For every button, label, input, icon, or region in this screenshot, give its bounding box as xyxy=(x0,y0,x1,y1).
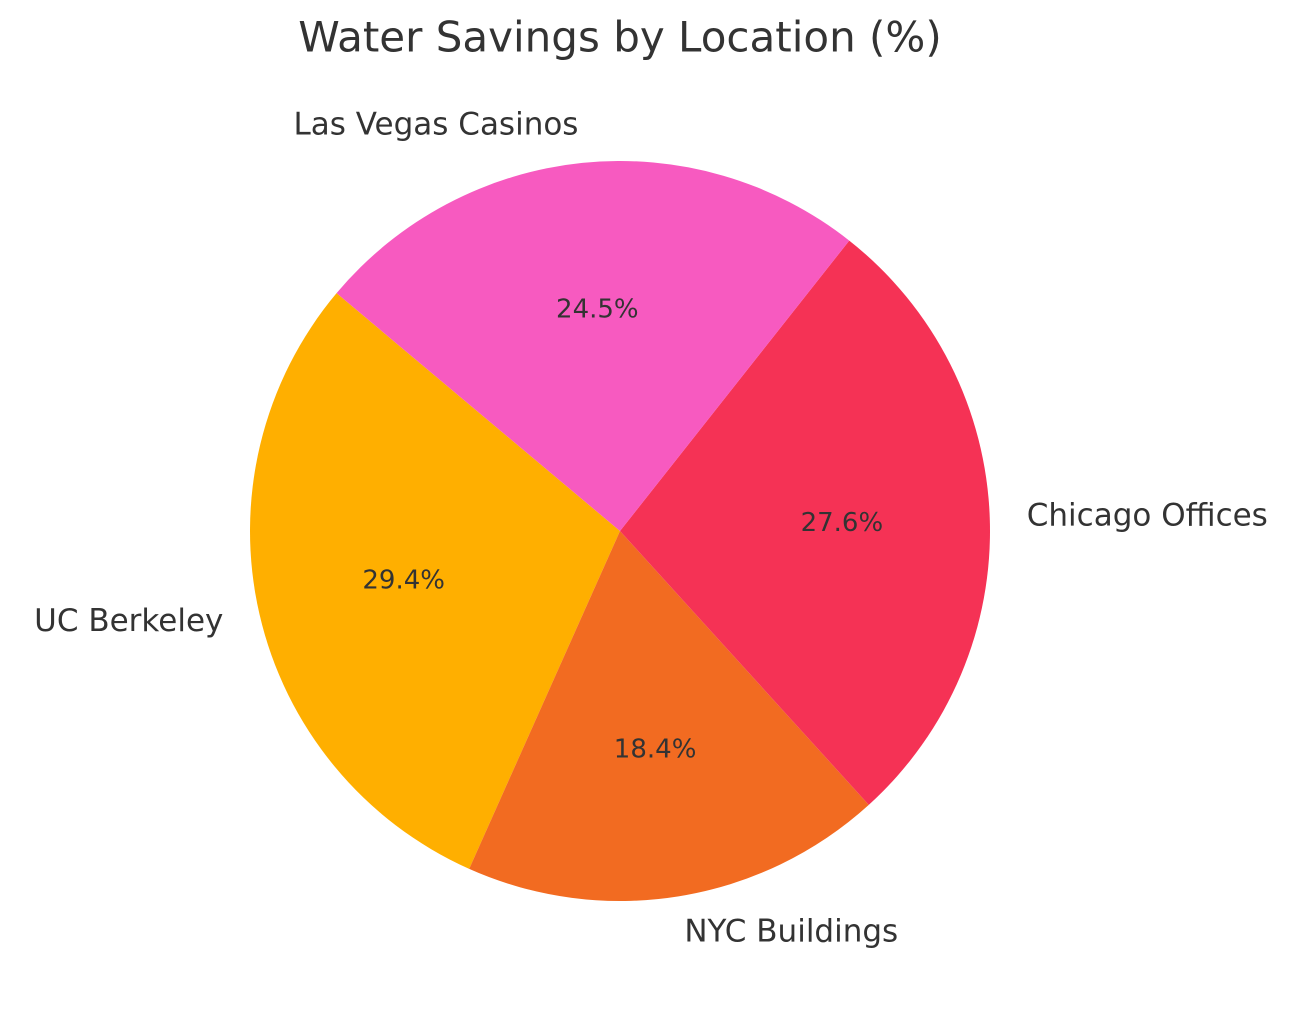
value-label: 27.6% xyxy=(801,508,884,538)
value-label: 24.5% xyxy=(556,295,639,325)
value-label: 18.4% xyxy=(614,735,697,765)
slice-label: NYC Buildings xyxy=(684,913,898,949)
pie-slice xyxy=(250,293,621,869)
value-label: 29.4% xyxy=(362,565,445,595)
pie-slice xyxy=(469,531,869,901)
slice-label: Chicago Offices xyxy=(1027,497,1268,533)
pie-slice xyxy=(336,160,850,531)
slice-label: UC Berkeley xyxy=(34,603,223,639)
pie-slice xyxy=(620,240,990,805)
chart-title: Water Savings by Location (%) xyxy=(298,13,941,62)
slice-label: Las Vegas Casinos xyxy=(293,107,578,143)
